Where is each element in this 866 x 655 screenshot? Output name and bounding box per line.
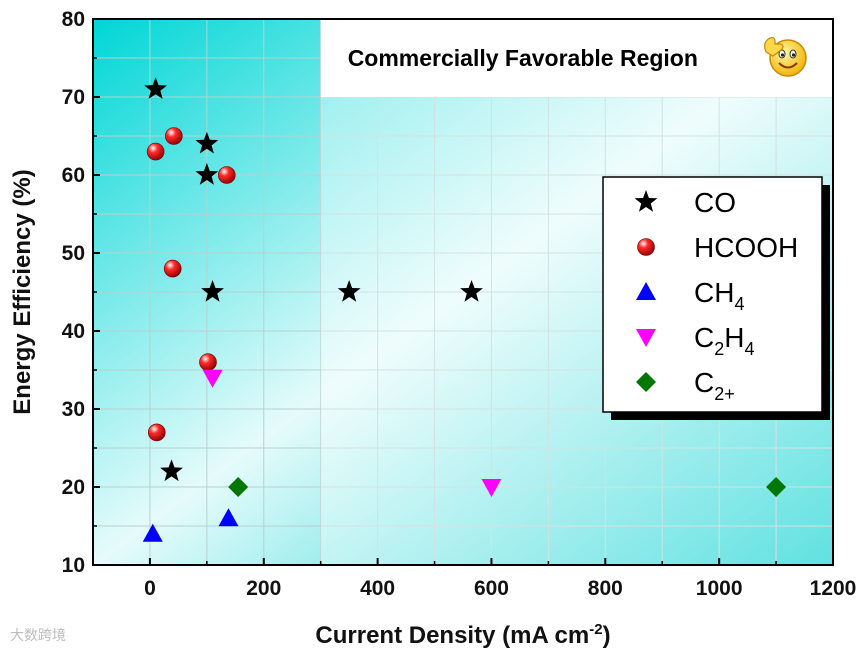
legend-marker-ch4 bbox=[636, 282, 656, 300]
data-point-hcooh bbox=[217, 166, 236, 184]
data-point-co bbox=[195, 131, 219, 154]
data-point-hcooh bbox=[147, 423, 166, 442]
y-tick-label: 20 bbox=[62, 476, 85, 499]
data-point-co bbox=[201, 280, 224, 302]
data-point-c2plus bbox=[766, 477, 787, 497]
x-tick-label: 1000 bbox=[696, 577, 743, 600]
legend-label-ch4: CH4 bbox=[694, 277, 744, 314]
data-point-co bbox=[460, 280, 483, 302]
data-point-co bbox=[337, 280, 361, 302]
x-tick-label: 400 bbox=[360, 577, 395, 600]
legend-label-co: CO bbox=[694, 187, 736, 218]
x-axis-title: Current Density (mA cm-2) bbox=[315, 621, 610, 649]
data-point-co bbox=[144, 77, 168, 99]
data-point-ch4 bbox=[142, 523, 163, 542]
legend-marker-c2plus bbox=[636, 372, 656, 392]
region-label: Commercially Favorable Region bbox=[348, 45, 698, 71]
x-tick-label: 800 bbox=[588, 577, 623, 600]
legend-marker-c2h4 bbox=[636, 329, 656, 347]
region-label-box bbox=[320, 19, 833, 97]
data-point-c2h4 bbox=[202, 369, 223, 388]
legend-marker-co bbox=[634, 190, 658, 212]
legend-marker-hcooh bbox=[637, 238, 655, 256]
data-point-hcooh bbox=[165, 127, 183, 145]
data-point-c2h4 bbox=[481, 479, 502, 497]
y-tick-label: 70 bbox=[62, 86, 85, 109]
y-tick-label: 40 bbox=[62, 320, 85, 343]
legend-label-c2h4: C2H4 bbox=[694, 322, 755, 359]
data-point-co bbox=[160, 459, 183, 482]
y-tick-label: 50 bbox=[62, 242, 85, 265]
data-point-hcooh bbox=[146, 142, 165, 161]
data-point-co bbox=[195, 163, 219, 185]
y-tick-label: 10 bbox=[62, 554, 85, 577]
data-marks bbox=[142, 77, 787, 542]
legend: CO HCOOH CH4 C2H4 C2+ bbox=[634, 187, 798, 404]
data-point-ch4 bbox=[218, 508, 239, 527]
legend-box bbox=[602, 176, 823, 413]
x-tick-label: 1200 bbox=[810, 577, 857, 600]
x-tick-label: 200 bbox=[246, 577, 281, 600]
x-tick-label: 600 bbox=[474, 577, 509, 600]
data-point-hcooh bbox=[163, 259, 182, 278]
y-tick-label: 60 bbox=[62, 164, 85, 187]
legend-label-c2plus: C2+ bbox=[694, 367, 735, 404]
axis-ticks: 0 200 400 600 800 1000 1200 10 20 30 40 50 60 70 80 bbox=[62, 8, 857, 600]
data-point-hcooh bbox=[199, 353, 217, 372]
watermark: 大数跨境 bbox=[10, 628, 66, 644]
y-tick-label: 30 bbox=[62, 398, 85, 421]
y-axis-title: Energy Efficiency (%) bbox=[9, 169, 36, 414]
thumbs-up-smiley-icon bbox=[764, 37, 807, 77]
x-tick-label: 0 bbox=[144, 577, 156, 600]
data-point-c2plus bbox=[228, 477, 249, 497]
legend-label-hcooh: HCOOH bbox=[694, 232, 798, 263]
y-tick-label: 80 bbox=[62, 8, 85, 31]
